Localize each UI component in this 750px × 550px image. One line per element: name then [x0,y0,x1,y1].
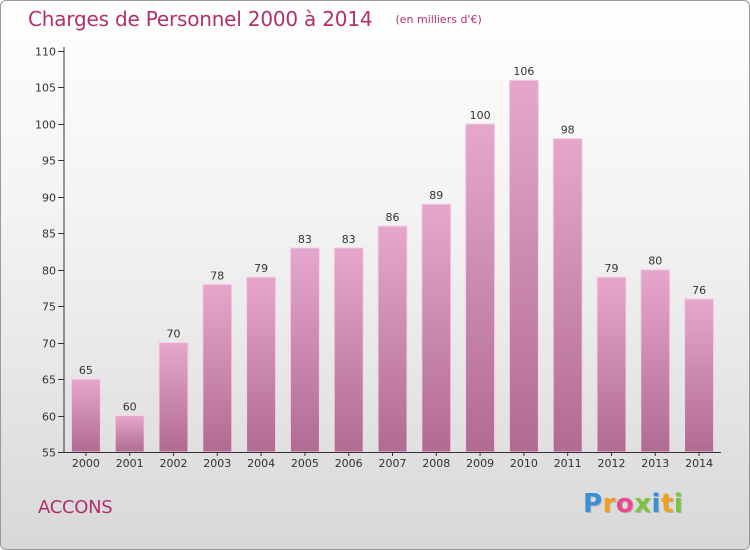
bar [640,269,671,453]
bar [552,138,583,453]
x-tick-label: 2000 [72,457,100,470]
data-label: 86 [386,211,400,224]
y-tick-label: 105 [35,82,56,95]
y-tick-label: 90 [42,192,56,205]
x-tick-label: 2010 [510,457,538,470]
y-tick-label: 75 [42,301,56,314]
logo-letter: P [583,489,603,519]
data-label: 89 [429,189,443,202]
y-tick-label: 70 [42,338,56,351]
x-tick-label: 2014 [685,457,713,470]
chart-subtitle: (en milliers d'€) [395,13,482,26]
data-label: 98 [561,124,575,137]
logo-letter: r [602,489,616,519]
data-label: 80 [648,255,662,268]
bar [289,247,320,453]
bar [158,342,189,453]
data-label: 70 [167,328,181,341]
commune-name: ACCONS [38,497,113,518]
y-tick-label: 80 [42,265,56,278]
x-tick-label: 2001 [116,457,144,470]
chart-title-row: Charges de Personnel 2000 à 2014 (en mil… [28,7,482,31]
logo-letter: o [615,489,635,519]
bar [684,298,715,453]
x-tick-label: 2007 [379,457,407,470]
logo-letter: i [651,489,661,519]
bar [465,123,496,453]
x-tick-label: 2004 [247,457,275,470]
chart-title: Charges de Personnel 2000 à 2014 [28,7,373,31]
x-tick-label: 2006 [335,457,363,470]
data-label: 83 [298,233,312,246]
bar [202,283,233,453]
logo-letter: x [634,489,652,519]
x-tick-label: 2008 [422,457,450,470]
proxiti-logo[interactable]: Proxiti [583,489,683,519]
bar [377,225,408,453]
data-label: 78 [210,269,224,282]
bar [114,415,145,453]
y-tick-label: 95 [42,155,56,168]
x-tick-label: 2005 [291,457,319,470]
x-tick-label: 2011 [554,457,582,470]
data-label: 79 [605,262,619,275]
logo-letter: i [673,489,684,519]
x-tick-label: 2002 [160,457,188,470]
data-label: 65 [79,364,93,377]
x-tick-label: 2013 [641,457,669,470]
data-label: 60 [123,401,137,414]
y-tick-label: 55 [42,447,56,460]
bar [421,203,452,453]
x-tick-label: 2009 [466,457,494,470]
bar [70,378,101,453]
y-tick-label: 60 [42,411,56,424]
data-label: 100 [470,109,491,122]
data-label: 83 [342,233,356,246]
data-label: 76 [692,284,706,297]
x-axis: 2000 2001 2002 2003 2004 2005 2006 2007 2008 2009… [64,452,721,470]
bar [246,276,277,453]
y-axis: 55 60 65 70 75 80 85 90 95 100 105 110 [35,46,65,460]
y-tick-label: 100 [35,119,56,132]
y-tick-label: 85 [42,228,56,241]
x-tick-label: 2003 [203,457,231,470]
bar [333,247,364,453]
bar [508,79,539,453]
logo-letter: t [660,489,674,519]
data-label: 79 [254,262,268,275]
bars: 65 60 70 78 79 83 83 86 89 100 106 98 79 80 76 [70,65,715,453]
bar [596,276,627,453]
data-label: 106 [513,65,534,78]
x-tick-label: 2012 [598,457,626,470]
y-tick-label: 65 [42,374,56,387]
y-tick-label: 110 [35,46,56,59]
